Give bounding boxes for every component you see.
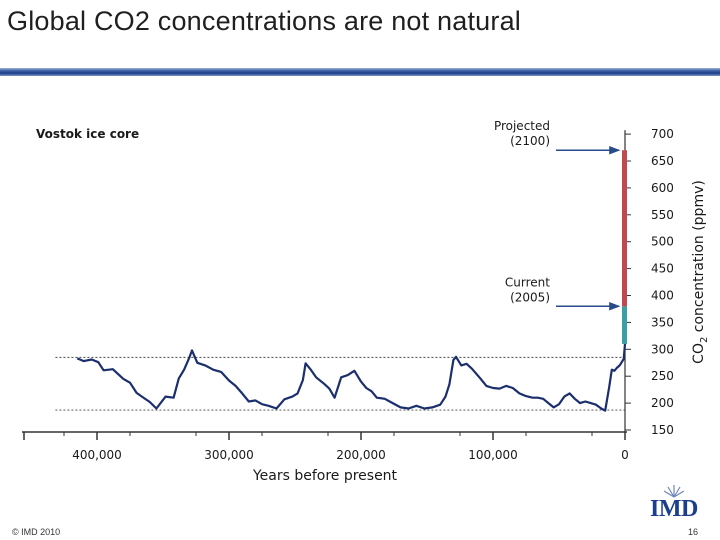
y-tick-label: 500 [651,235,674,249]
co2-series-line [76,343,627,412]
annotation-label: (2005) [510,290,550,304]
y-tick-label: 600 [651,181,674,195]
logo-text: IMD [650,496,698,522]
y-tick-label: 700 [651,127,674,141]
y-tick-label: 450 [651,262,674,276]
x-tick-label: 400,000 [72,448,122,462]
y-tick-label: 150 [651,423,674,437]
x-tick-label: 200,000 [336,448,386,462]
x-tick-label: 100,000 [468,448,518,462]
x-tick-label: 300,000 [204,448,254,462]
page-number: 16 [688,527,699,537]
y-tick-label: 400 [651,289,674,303]
chart-title: Vostok ice core [36,127,139,141]
y-tick-label: 250 [651,369,674,383]
annotation-label: Projected [494,119,550,133]
y-tick-label: 200 [651,396,674,410]
slide-title: Global CO2 concentrations are not natura… [7,6,521,36]
annotation-label: (2100) [510,134,550,148]
sunburst-icon [663,485,685,498]
title-rule [0,68,720,76]
current-bar [622,306,627,344]
y-axis-label: CO2 concentration (ppmv) [691,180,710,364]
projected-bar [622,150,627,307]
y-tick-label: 300 [651,342,674,356]
y-axis-label-rest: concentration (ppmv) [691,180,707,336]
x-tick-label: 0 [621,448,629,462]
y-axis-label-co: CO [691,343,707,364]
co2-chart: Vostok ice core Years before present CO2… [22,119,710,484]
footer-copyright: © IMD 2010 [12,527,61,537]
imd-logo: IMD [648,484,700,524]
annotation-label: Current [505,275,550,289]
y-axis-label-subscript: 2 [699,337,710,343]
y-tick-label: 550 [651,208,674,222]
y-tick-label: 650 [651,154,674,168]
x-axis-label: Years before present [252,468,398,484]
y-tick-label: 350 [651,315,674,329]
